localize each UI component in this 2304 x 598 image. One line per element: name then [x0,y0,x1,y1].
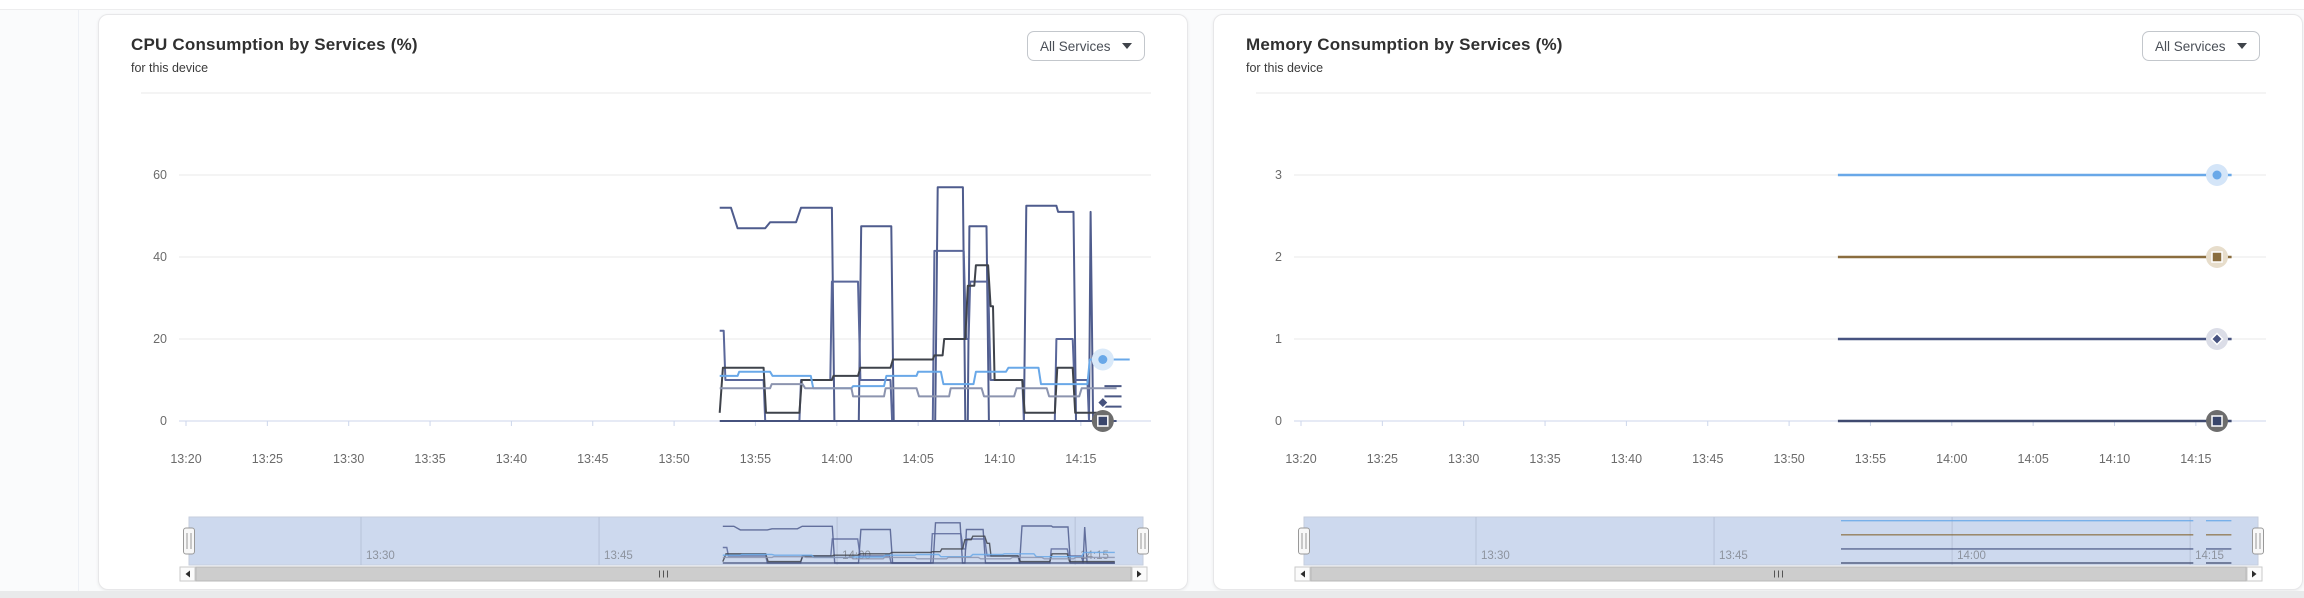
y-axis-label: 60 [153,168,167,182]
chart-subtitle: for this device [131,61,209,75]
y-axis-label: 20 [153,332,167,346]
y-axis-label: 40 [153,250,167,264]
service-filter-value: All Services [2155,38,2226,54]
x-axis-label: 13:45 [1692,452,1723,466]
x-axis-label: 13:25 [252,452,283,466]
service-filter-dropdown[interactable]: All Services [2142,31,2260,61]
navigator-axis-label: 13:30 [1481,550,1510,562]
chart-subtitle: for this device [1246,61,1324,75]
service-filter-value: All Services [1040,38,1111,54]
series-line[interactable] [719,186,1104,422]
navigator-axis-label: 14:00 [1957,550,1986,562]
service-filter-dropdown[interactable]: All Services [1027,31,1145,61]
point-marker-square[interactable] [1097,415,1109,427]
x-axis-label: 13:20 [170,452,201,466]
scrollbar-left-arrow-icon[interactable] [179,566,196,582]
chart-title: Memory Consumption by Services (%) [1246,35,1563,54]
x-axis-label: 13:35 [414,452,445,466]
x-axis-label: 13:50 [658,452,689,466]
point-marker-circle[interactable] [2212,170,2222,180]
navigator-axis-label: 13:45 [604,550,633,562]
x-axis-label: 13:55 [740,452,771,466]
x-axis-label: 14:15 [2180,452,2211,466]
x-axis-label: 14:15 [1065,452,1096,466]
x-axis-label: 13:30 [1448,452,1479,466]
series-line[interactable] [719,358,1130,390]
chevron-down-icon [2237,43,2247,49]
memory-chart-navigator[interactable]: 13:30 13:45 14:00 14:15 [1214,511,2304,585]
x-axis-label: 13:20 [1285,452,1316,466]
navigator-axis-label: 13:30 [366,550,395,562]
point-marker-circle[interactable] [1098,355,1108,364]
navigator-series-line [722,535,1115,563]
point-marker-square[interactable] [2211,251,2223,263]
scrollbar-left-arrow-icon[interactable] [1294,566,1311,582]
navigator-selected-range[interactable] [188,516,1144,566]
scrollbar-right-arrow-icon[interactable] [1131,566,1148,582]
cpu-chart-navigator[interactable]: 13:30 13:45 14:00 14:15 [99,511,1189,585]
x-axis-label: 14:00 [821,452,852,466]
scrollbar-grip-icon [659,570,668,578]
navigator-axis-label: 14:15 [2195,550,2224,562]
x-axis-label: 13:35 [1529,452,1560,466]
layout-divider [78,10,79,591]
y-axis-label: 1 [1275,332,1282,346]
series-line[interactable] [719,383,1117,398]
y-axis-label: 0 [1275,414,1282,428]
x-axis-label: 13:55 [1855,452,1886,466]
navigator-right-handle[interactable] [1137,527,1149,555]
point-marker-diamond[interactable] [2210,332,2224,346]
page-background-strip [0,591,2304,598]
x-axis-label: 14:05 [2018,452,2049,466]
navigator-right-handle[interactable] [2252,527,2264,555]
x-axis-label: 13:40 [1611,452,1642,466]
x-axis-label: 13:50 [1773,452,1804,466]
series-line[interactable] [719,249,1104,422]
chart-title: CPU Consumption by Services (%) [131,35,418,54]
x-axis-label: 13:30 [333,452,364,466]
x-axis-label: 14:00 [1936,452,1967,466]
point-marker-diamond[interactable] [1096,395,1110,410]
navigator-left-handle[interactable] [183,527,195,555]
series-line[interactable] [718,264,1104,414]
navigator-series-line [722,556,1115,560]
memory-chart-plot-area[interactable]: 0 1 2 3 13:20 13:25 13:30 13:35 13:40 13:45 13:50 1… [1214,73,2304,485]
cpu-chart-plot-area[interactable]: 0 20 40 60 13:20 13:25 13:30 13:35 13:40 13:45 13:… [99,73,1189,485]
x-axis-label: 14:05 [903,452,934,466]
navigator-selected-range[interactable] [1303,516,2259,566]
navigator-left-handle[interactable] [1298,527,1310,555]
scrollbar-grip-icon [1774,570,1783,578]
panel-above-bottom-edge [0,0,2304,10]
navigator-series-line [722,551,1115,559]
navigator-axis-label: 13:45 [1719,550,1748,562]
cpu-consumption-panel: CPU Consumption by Services (%) for this… [98,14,1188,590]
x-axis-label: 13:45 [577,452,608,466]
y-axis-label: 2 [1275,250,1282,264]
x-axis-label: 13:25 [1367,452,1398,466]
x-axis-label: 14:10 [2099,452,2130,466]
x-axis-label: 14:10 [984,452,1015,466]
scrollbar-right-arrow-icon[interactable] [2246,566,2263,582]
y-axis-label: 0 [160,414,167,428]
point-marker-square[interactable] [2211,415,2223,427]
memory-consumption-panel: Memory Consumption by Services (%) for t… [1213,14,2303,590]
chevron-down-icon [1122,43,1132,49]
x-axis-label: 13:40 [496,452,527,466]
y-axis-label: 3 [1275,168,1282,182]
